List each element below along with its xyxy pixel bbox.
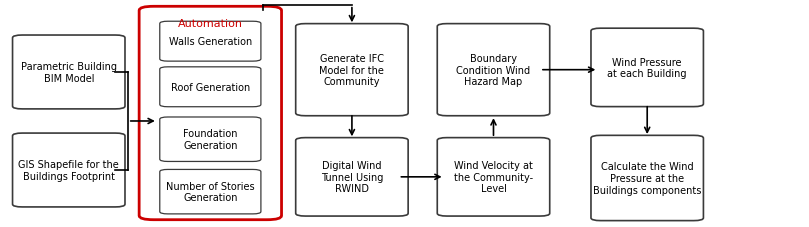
FancyBboxPatch shape: [591, 29, 703, 107]
Text: Foundation
Generation: Foundation Generation: [183, 129, 238, 150]
Text: GIS Shapefile for the
Buildings Footprint: GIS Shapefile for the Buildings Footprin…: [19, 160, 119, 181]
FancyBboxPatch shape: [591, 136, 703, 221]
Text: Number of Stories
Generation: Number of Stories Generation: [166, 181, 255, 202]
Text: Boundary
Condition Wind
Hazard Map: Boundary Condition Wind Hazard Map: [456, 54, 531, 87]
Text: Generate IFC
Model for the
Community: Generate IFC Model for the Community: [320, 54, 384, 87]
FancyBboxPatch shape: [437, 25, 550, 116]
Text: Automation: Automation: [178, 19, 243, 29]
Text: Walls Generation: Walls Generation: [169, 37, 252, 47]
Text: Roof Generation: Roof Generation: [171, 82, 250, 92]
Text: Digital Wind
Tunnel Using
RWIND: Digital Wind Tunnel Using RWIND: [320, 160, 383, 194]
FancyBboxPatch shape: [13, 36, 125, 109]
FancyBboxPatch shape: [437, 138, 550, 216]
Text: Wind Pressure
at each Building: Wind Pressure at each Building: [608, 57, 687, 79]
FancyBboxPatch shape: [13, 133, 125, 207]
FancyBboxPatch shape: [296, 25, 408, 116]
FancyBboxPatch shape: [159, 22, 260, 62]
FancyBboxPatch shape: [159, 68, 260, 107]
Text: Wind Velocity at
the Community-
Level: Wind Velocity at the Community- Level: [454, 160, 533, 194]
FancyBboxPatch shape: [296, 138, 408, 216]
FancyBboxPatch shape: [159, 170, 260, 214]
Text: Parametric Building
BIM Model: Parametric Building BIM Model: [21, 62, 116, 83]
FancyBboxPatch shape: [159, 118, 260, 162]
FancyBboxPatch shape: [139, 7, 282, 220]
Text: Calculate the Wind
Pressure at the
Buildings components: Calculate the Wind Pressure at the Build…: [593, 162, 701, 195]
